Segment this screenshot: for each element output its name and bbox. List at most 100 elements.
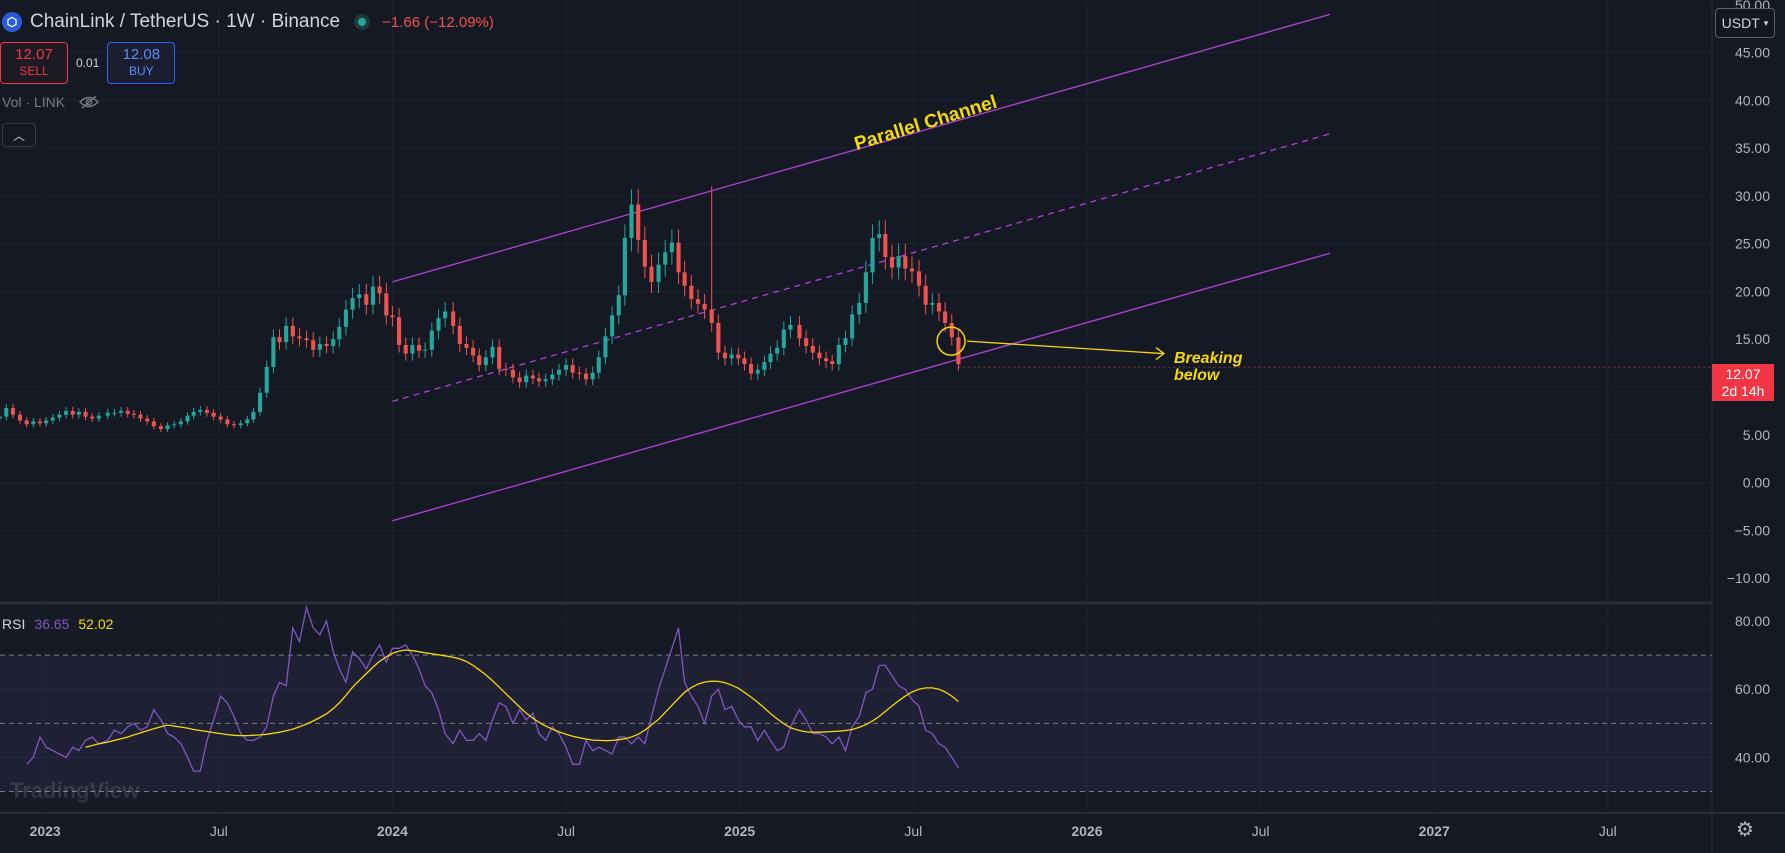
rsi-label[interactable]: RSI xyxy=(2,616,26,632)
candle-down xyxy=(364,294,369,305)
candle-down xyxy=(903,256,908,269)
candle-down xyxy=(477,355,482,366)
candle-up xyxy=(524,375,529,383)
candle-down xyxy=(956,337,961,365)
volume-label[interactable]: Vol · LINK xyxy=(2,94,66,110)
breaking-below-line1: Breaking xyxy=(1174,350,1243,367)
sell-label: SELL xyxy=(19,64,49,78)
parallel-channel[interactable] xyxy=(392,13,1331,522)
candle-up xyxy=(556,369,562,375)
candle-down xyxy=(290,325,295,337)
candle-up xyxy=(96,415,101,419)
buy-price: 12.08 xyxy=(122,46,161,63)
candle-down xyxy=(883,234,888,258)
candle-up xyxy=(616,295,621,316)
candle-down xyxy=(211,412,216,417)
candle-down xyxy=(416,344,422,351)
candle-down xyxy=(804,338,809,346)
collapse-legend-button[interactable]: ︿ xyxy=(2,123,36,147)
candle-down xyxy=(949,322,954,338)
buy-button[interactable]: 12.08 BUY xyxy=(107,42,176,84)
candle-up xyxy=(44,420,49,424)
time-tick-label: Jul xyxy=(1252,823,1270,839)
time-tick-label: Jul xyxy=(1599,823,1617,839)
candle-up xyxy=(410,344,415,354)
candle-up xyxy=(423,349,428,351)
candle-up xyxy=(357,294,362,299)
candle-up xyxy=(781,329,786,348)
time-tick-label: 2026 xyxy=(1071,823,1102,839)
tradingview-watermark: TradingView xyxy=(10,778,140,803)
candle-down xyxy=(138,414,143,419)
candle-down xyxy=(695,299,701,304)
chevron-up-icon: ︿ xyxy=(12,128,25,143)
settings-gear-icon[interactable]: ⚙ xyxy=(1736,819,1754,841)
candle-down xyxy=(503,368,508,370)
eye-hidden-icon[interactable] xyxy=(79,95,100,109)
candle-up xyxy=(543,379,548,382)
rsi-ma-value: 52.02 xyxy=(78,616,114,632)
price-tick-label: 45.00 xyxy=(1735,45,1770,61)
sell-price: 12.07 xyxy=(15,46,53,63)
candle-down xyxy=(17,414,23,421)
candle-down xyxy=(24,420,29,425)
rsi-value: 36.65 xyxy=(34,616,70,632)
candle-up xyxy=(238,423,243,426)
candle-down xyxy=(916,271,922,286)
candle-down xyxy=(909,268,915,272)
candle-up xyxy=(343,309,349,327)
candle-down xyxy=(311,340,316,350)
symbol-title[interactable]: ChainLink / TetherUS · 1W · Binance xyxy=(30,11,341,32)
candle-up xyxy=(105,412,110,416)
candle-down xyxy=(810,345,815,353)
candle-down xyxy=(709,309,714,323)
time-tick-label: Jul xyxy=(210,823,228,839)
sell-button[interactable]: 12.07 SELL xyxy=(0,42,68,84)
market-status-icon[interactable] xyxy=(354,14,371,30)
price-change: −1.66 (−12.09%) xyxy=(382,13,494,31)
currency-label: USDT xyxy=(1721,15,1760,31)
breaking-below-label[interactable]: Breaking below xyxy=(1174,350,1264,384)
candle-down xyxy=(471,347,476,356)
candle-down xyxy=(403,344,408,354)
candle-down xyxy=(90,416,95,419)
currency-selector[interactable]: USDT ▾ xyxy=(1715,8,1775,38)
candle-up xyxy=(563,365,569,370)
candle-up xyxy=(843,338,848,345)
candle-up xyxy=(850,314,855,339)
candle-up xyxy=(610,315,615,337)
candle-up xyxy=(870,237,875,273)
price-tick-label: 20.00 xyxy=(1735,283,1770,299)
candle-up xyxy=(64,410,69,415)
candle-down xyxy=(530,375,535,379)
symbol-header: ⬡ ChainLink / TetherUS · 1W · Binance −1… xyxy=(0,8,494,36)
candle-up xyxy=(172,424,177,426)
candle-down xyxy=(125,410,130,414)
candle-down xyxy=(736,354,741,359)
break-arrow-head xyxy=(1155,347,1166,361)
candle-down xyxy=(642,239,647,267)
rsi-pane-bg xyxy=(0,604,1712,812)
candle-up xyxy=(930,302,935,305)
last-price-value: 12.07 xyxy=(1725,366,1761,382)
candle-up xyxy=(857,302,862,315)
candle-down xyxy=(324,344,329,346)
candle-down xyxy=(570,365,575,373)
candle-up xyxy=(251,411,256,420)
candle-down xyxy=(457,325,462,344)
time-tick-label: 2024 xyxy=(377,823,408,839)
buy-label: BUY xyxy=(129,64,154,78)
candle-down xyxy=(225,419,230,425)
candle-up xyxy=(590,372,595,380)
candle-down xyxy=(817,352,822,359)
candle-up xyxy=(596,357,601,373)
candle-up xyxy=(198,409,203,412)
candle-down xyxy=(231,424,237,426)
rsi-ma-line xyxy=(85,649,959,748)
candle-down xyxy=(889,257,895,268)
price-tick-label: 15.00 xyxy=(1735,331,1770,347)
candle-up xyxy=(896,256,901,268)
rsi-tick-label: 80.00 xyxy=(1735,613,1770,629)
